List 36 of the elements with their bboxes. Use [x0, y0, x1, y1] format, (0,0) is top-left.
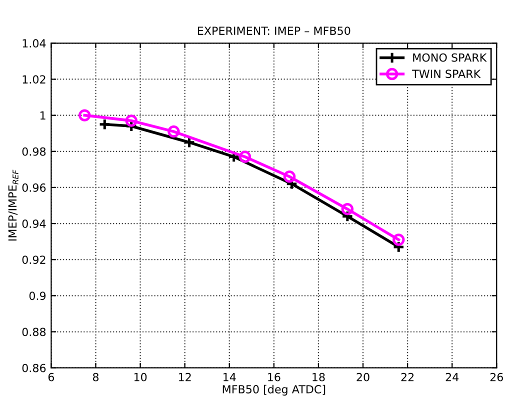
y-axis-title: IMEP/IMPE$_{REF}$ — [8, 170, 18, 241]
point — [341, 210, 354, 222]
point — [238, 150, 252, 163]
point — [168, 125, 180, 138]
y-tick-label: 0.92 — [22, 256, 46, 264]
y-tick-label: 0.98 — [22, 147, 46, 156]
point — [283, 170, 296, 183]
x-tick-label: 22 — [401, 372, 414, 382]
point — [341, 202, 354, 216]
y-tick-label: 0.88 — [22, 328, 46, 336]
x-tick-label: 8 — [92, 372, 99, 382]
y-tick-label: 0.96 — [22, 183, 46, 192]
x-tick-label: 6 — [48, 372, 54, 382]
x-tick-label: 16 — [268, 372, 280, 382]
x-tick-label: 24 — [446, 372, 459, 382]
x-tick-label: 18 — [312, 372, 325, 382]
x-tick-label: 26 — [490, 372, 504, 382]
chart-title: EXPERIMENT: IMEP – MFB50 — [198, 26, 350, 35]
point — [392, 240, 405, 254]
legend-label: TWIN SPARK — [412, 70, 481, 78]
x-axis-title: MFB50 [deg ATDC] — [222, 384, 326, 396]
x-tick-label: 14 — [224, 373, 236, 382]
legend-label: MONO SPARK — [413, 53, 487, 62]
point — [98, 118, 111, 130]
x-tick-label: 20 — [356, 372, 370, 382]
x-tick-label: 12 — [178, 372, 191, 382]
y-tick-label: 0.86 — [22, 364, 46, 372]
y-tick-label: 0.9 — [29, 292, 46, 300]
point — [78, 109, 91, 122]
y-tick-label: 1.04 — [22, 39, 46, 48]
y-tick-label: 1 — [40, 111, 46, 120]
point — [125, 114, 138, 127]
y-tick-label: 1.02 — [22, 75, 46, 84]
point — [392, 234, 405, 246]
y-tick-label: 0.94 — [22, 220, 46, 228]
x-tick-label: 10 — [134, 372, 147, 382]
